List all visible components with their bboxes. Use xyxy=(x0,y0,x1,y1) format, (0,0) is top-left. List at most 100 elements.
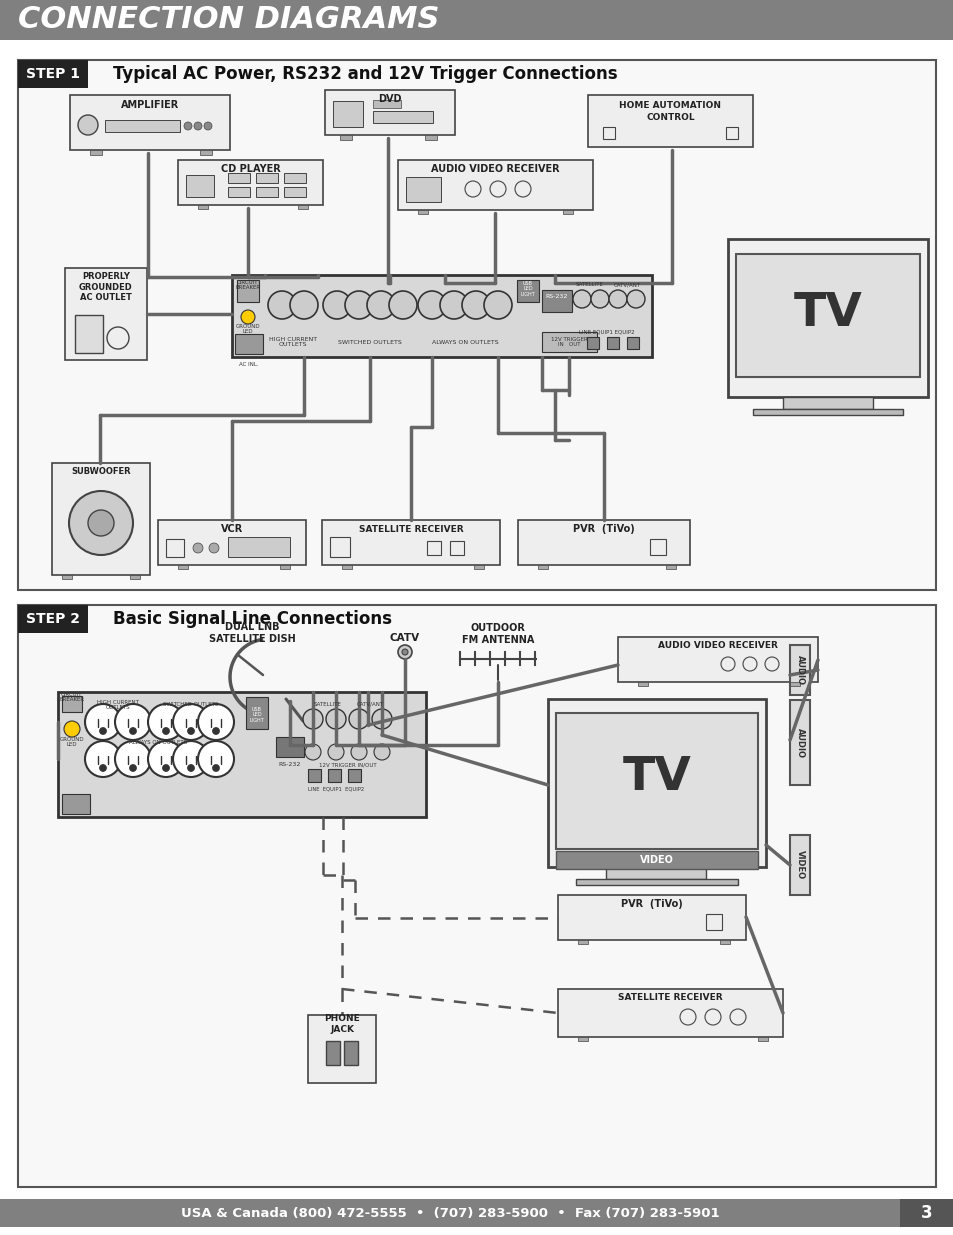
Bar xyxy=(424,135,436,140)
Bar xyxy=(427,541,440,555)
Bar xyxy=(62,697,82,713)
Circle shape xyxy=(401,650,408,655)
Bar xyxy=(562,210,573,214)
Bar xyxy=(18,605,88,634)
Bar xyxy=(341,564,352,569)
Bar xyxy=(576,879,738,885)
Bar xyxy=(328,769,340,782)
Circle shape xyxy=(184,122,192,130)
Bar xyxy=(758,1037,767,1041)
Bar xyxy=(166,538,184,557)
Circle shape xyxy=(99,727,107,735)
Text: LINE  EQUIP1  EQUIP2: LINE EQUIP1 EQUIP2 xyxy=(308,787,364,792)
Bar xyxy=(348,769,360,782)
Circle shape xyxy=(483,291,512,319)
Circle shape xyxy=(188,764,194,772)
Circle shape xyxy=(461,291,490,319)
Bar xyxy=(450,541,463,555)
Circle shape xyxy=(99,764,107,772)
Text: CATV/ANT: CATV/ANT xyxy=(356,701,383,706)
Bar xyxy=(558,989,782,1037)
Bar xyxy=(158,520,306,564)
Circle shape xyxy=(241,310,254,324)
Bar xyxy=(234,333,263,354)
Circle shape xyxy=(213,727,219,735)
Bar xyxy=(228,186,250,198)
Circle shape xyxy=(172,704,209,740)
Text: GROUND
LED: GROUND LED xyxy=(60,736,84,747)
Bar xyxy=(752,409,902,415)
Circle shape xyxy=(303,709,323,729)
Text: AUDIO: AUDIO xyxy=(795,655,803,685)
Bar xyxy=(373,100,400,107)
Circle shape xyxy=(85,704,121,740)
Bar xyxy=(537,564,547,569)
Circle shape xyxy=(198,704,233,740)
Bar xyxy=(587,95,752,147)
Bar xyxy=(578,940,587,944)
Text: CD PLAYER: CD PLAYER xyxy=(220,164,280,174)
Bar xyxy=(397,161,593,210)
Text: USA & Canada (800) 472-5555  •  (707) 283-5900  •  Fax (707) 283-5901: USA & Canada (800) 472-5555 • (707) 283-… xyxy=(180,1207,719,1219)
Circle shape xyxy=(515,182,531,198)
Bar xyxy=(255,186,277,198)
Text: SATELLITE: SATELLITE xyxy=(314,701,341,706)
Text: AUDIO VIDEO RECEIVER: AUDIO VIDEO RECEIVER xyxy=(431,164,559,174)
Bar xyxy=(280,564,290,569)
Circle shape xyxy=(351,743,367,760)
Circle shape xyxy=(439,291,468,319)
Circle shape xyxy=(64,721,80,737)
Bar xyxy=(626,337,639,350)
Bar xyxy=(105,120,180,132)
Circle shape xyxy=(323,291,351,319)
Bar xyxy=(275,737,304,757)
Bar xyxy=(735,254,919,377)
Text: SATELLITE: SATELLITE xyxy=(576,283,603,288)
Circle shape xyxy=(679,1009,696,1025)
Text: DUAL LNB
SATELLITE DISH: DUAL LNB SATELLITE DISH xyxy=(209,622,295,643)
Circle shape xyxy=(742,657,757,671)
Bar xyxy=(727,240,927,396)
Circle shape xyxy=(213,764,219,772)
Circle shape xyxy=(490,182,505,198)
Circle shape xyxy=(290,291,317,319)
Text: PHONE
JACK: PHONE JACK xyxy=(324,1014,359,1034)
Circle shape xyxy=(590,290,608,308)
Bar xyxy=(558,895,745,940)
Bar xyxy=(720,940,729,944)
Text: CIRCUIT
BREAKER: CIRCUIT BREAKER xyxy=(235,279,260,290)
Bar xyxy=(284,186,306,198)
Bar xyxy=(325,90,455,135)
Circle shape xyxy=(704,1009,720,1025)
Circle shape xyxy=(115,704,151,740)
Bar xyxy=(789,682,800,685)
Text: SATELLITE RECEIVER: SATELLITE RECEIVER xyxy=(358,525,463,534)
Circle shape xyxy=(608,290,626,308)
Text: PROPERLY
GROUNDED
AC OUTLET: PROPERLY GROUNDED AC OUTLET xyxy=(79,272,132,301)
Bar xyxy=(330,537,350,557)
Bar xyxy=(586,337,598,350)
Text: VCR: VCR xyxy=(221,524,243,534)
Circle shape xyxy=(374,743,390,760)
Bar xyxy=(725,127,738,140)
Bar xyxy=(62,576,71,579)
Text: RS-232: RS-232 xyxy=(545,294,568,300)
Bar xyxy=(556,713,758,848)
Circle shape xyxy=(764,657,779,671)
Bar xyxy=(322,520,499,564)
Bar xyxy=(547,699,765,867)
Circle shape xyxy=(107,327,129,350)
Text: CIRCUIT
BREAKER: CIRCUIT BREAKER xyxy=(59,692,85,703)
Bar xyxy=(90,149,102,156)
Bar xyxy=(899,1199,953,1228)
Bar xyxy=(474,564,483,569)
Text: VIDEO: VIDEO xyxy=(795,851,803,879)
Text: ALWAYS ON OUTLETS: ALWAYS ON OUTLETS xyxy=(129,740,187,745)
Bar xyxy=(236,280,258,303)
Text: AUDIO: AUDIO xyxy=(795,727,803,758)
Circle shape xyxy=(372,709,392,729)
Bar xyxy=(0,1199,899,1228)
Circle shape xyxy=(305,743,320,760)
Bar xyxy=(0,0,953,40)
Circle shape xyxy=(188,727,194,735)
